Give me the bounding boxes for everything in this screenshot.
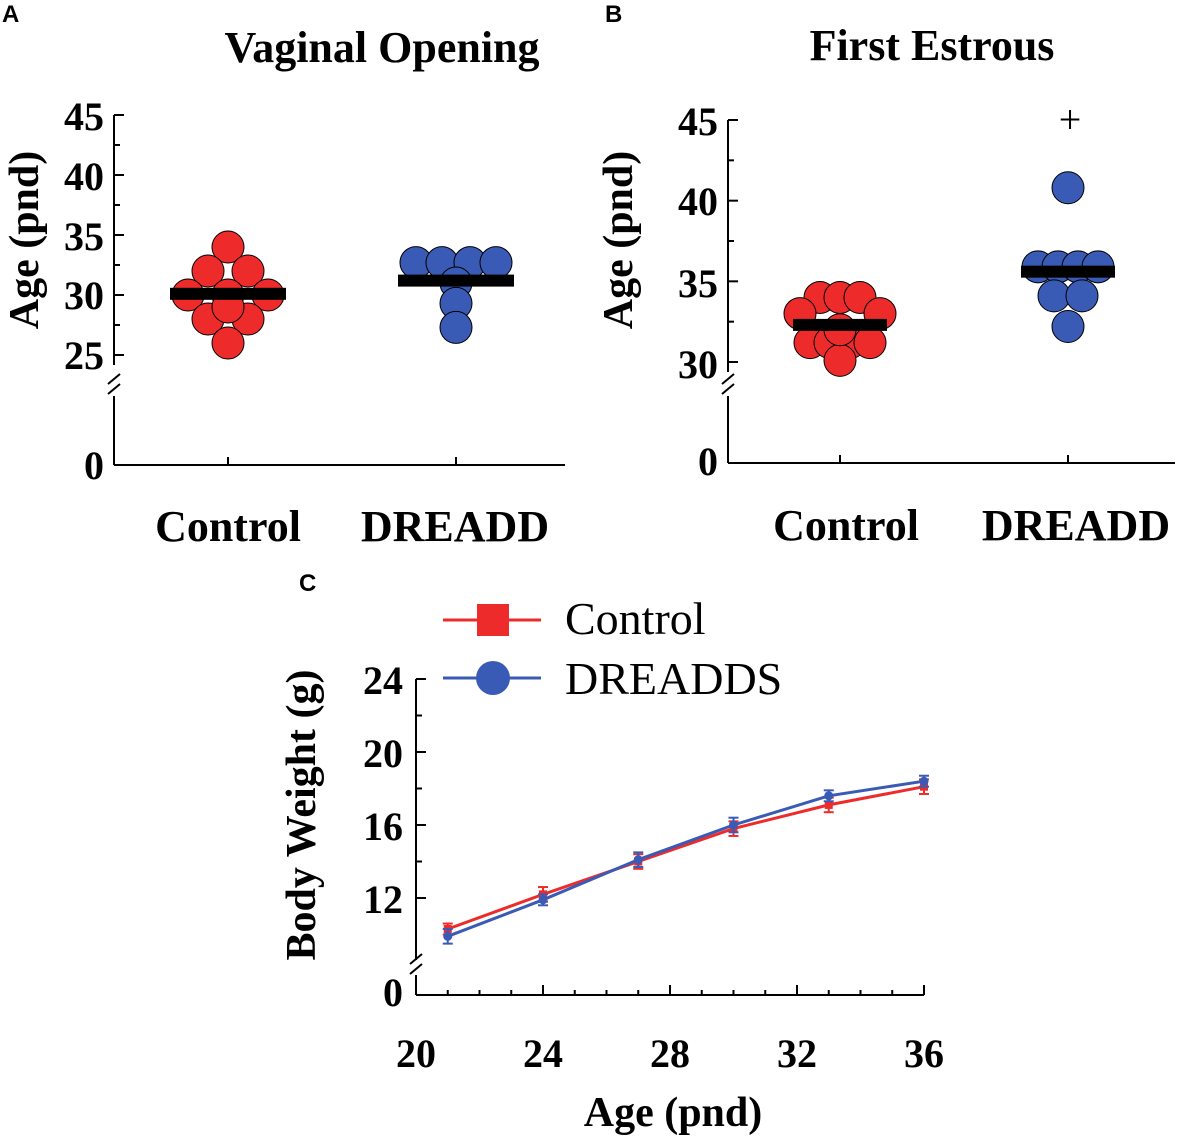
- panel-a-dot-control: [211, 230, 245, 264]
- panel-b-ytick-45: 45: [678, 99, 718, 144]
- panel-c-legend: Control DREADDS: [443, 593, 782, 704]
- panel-b-ytick-35: 35: [678, 261, 718, 306]
- panel-c-point-dreadds: [443, 931, 453, 941]
- panel-b-title: First Estrous: [810, 21, 1055, 70]
- panel-c-point-dreadds: [538, 895, 548, 905]
- panel-a: Vaginal Opening Age (pnd) 45 40 35 30 25…: [2, 23, 565, 551]
- panel-b-axis-break-2: [721, 383, 735, 395]
- panel-b-axis-break-1: [721, 373, 735, 385]
- panel-a-ytick-30: 30: [64, 273, 104, 318]
- panel-b-dot-dreadd: [1051, 310, 1085, 344]
- panel-letter-c: C: [299, 570, 316, 597]
- panel-c-xtick-36: 36: [904, 1031, 944, 1076]
- panel-a-xcat-dreadd: DREADD: [361, 502, 549, 551]
- legend-marker-control: [477, 604, 509, 636]
- panel-a-mean-bar-dreadd: [398, 274, 514, 287]
- panel-b: First Estrous Age (pnd) 45 40 35 30 0 Co…: [596, 21, 1175, 550]
- panel-a-dot-control: [211, 326, 245, 360]
- legend-label-dreadds: DREADDS: [565, 653, 782, 704]
- panel-b-dot-dreadd: [1037, 279, 1071, 313]
- panel-c-xtick-20: 20: [396, 1031, 436, 1076]
- panel-a-dot-dreadd: [479, 246, 513, 280]
- panel-c-ytick-20: 20: [363, 731, 403, 776]
- panel-c-y-label: Body Weight (g): [279, 670, 325, 961]
- panel-b-ytick-40: 40: [678, 179, 718, 224]
- panel-c-ytick-12: 12: [363, 877, 403, 922]
- panel-c-series-line-control: [447, 785, 925, 931]
- panel-a-dot-control: [231, 254, 265, 288]
- panel-a-ytick-25: 25: [64, 333, 104, 378]
- panel-c-point-control: [824, 800, 833, 809]
- panel-b-mean-bar-control: [793, 318, 887, 331]
- panel-c-xtick-24: 24: [523, 1031, 563, 1076]
- panel-c-xtick-32: 32: [777, 1031, 817, 1076]
- panel-c-point-dreadds: [919, 776, 929, 786]
- panel-c-point-dreadds: [633, 855, 643, 865]
- panel-c-xtick-28: 28: [650, 1031, 690, 1076]
- panel-a-mean-bar-control: [170, 287, 286, 300]
- panel-b-dot-dreadd: [1065, 279, 1099, 313]
- panel-c-series-line-dreadds: [447, 779, 925, 938]
- panel-a-xcat-control: Control: [155, 502, 301, 551]
- legend-label-control: Control: [565, 593, 706, 644]
- panel-c-axis-break-1: [409, 953, 423, 965]
- panel-b-mean-bar-dreadd: [1021, 265, 1115, 278]
- panel-c-point-dreadds: [824, 791, 834, 801]
- panel-a-ytick-35: 35: [64, 214, 104, 259]
- panel-c-axis-break-2: [409, 963, 423, 975]
- panel-b-xcat-control: Control: [773, 501, 919, 550]
- panel-a-axis-break-2: [107, 383, 121, 395]
- panel-a-ytick-40: 40: [64, 154, 104, 199]
- panel-a-axis-break-1: [107, 373, 121, 385]
- panel-c-ytick-16: 16: [363, 804, 403, 849]
- panel-b-dot-control: [823, 343, 857, 377]
- panel-letter-b: B: [605, 1, 622, 28]
- panel-a-ytick-0: 0: [84, 443, 104, 488]
- panel-b-dot-dreadd: [1051, 171, 1085, 205]
- panel-a-dot-control: [191, 254, 225, 288]
- panel-c: Body Weight (g) Age (pnd) 24 20 16 12 0 …: [279, 593, 944, 1136]
- panel-c-point-dreadds: [729, 820, 738, 830]
- panel-a-ytick-45: 45: [64, 94, 104, 139]
- panel-letter-a: A: [2, 1, 19, 28]
- panel-a-title: Vaginal Opening: [224, 23, 539, 72]
- panel-b-significance-mark: +: [1059, 97, 1082, 142]
- panel-a-y-label: Age (pnd): [2, 151, 48, 330]
- panel-b-y-label: Age (pnd): [596, 151, 642, 330]
- panel-b-ytick-30: 30: [678, 342, 718, 387]
- panel-b-dot-control: [853, 326, 887, 360]
- panel-a-dot-dreadd: [439, 310, 473, 344]
- legend-marker-dreadds: [476, 661, 510, 695]
- panel-c-ytick-24: 24: [363, 658, 403, 703]
- panel-b-ytick-0: 0: [698, 439, 718, 484]
- panel-c-ytick-0: 0: [383, 970, 403, 1015]
- panel-c-x-label: Age (pnd): [584, 1090, 763, 1136]
- panel-b-xcat-dreadd: DREADD: [982, 501, 1170, 550]
